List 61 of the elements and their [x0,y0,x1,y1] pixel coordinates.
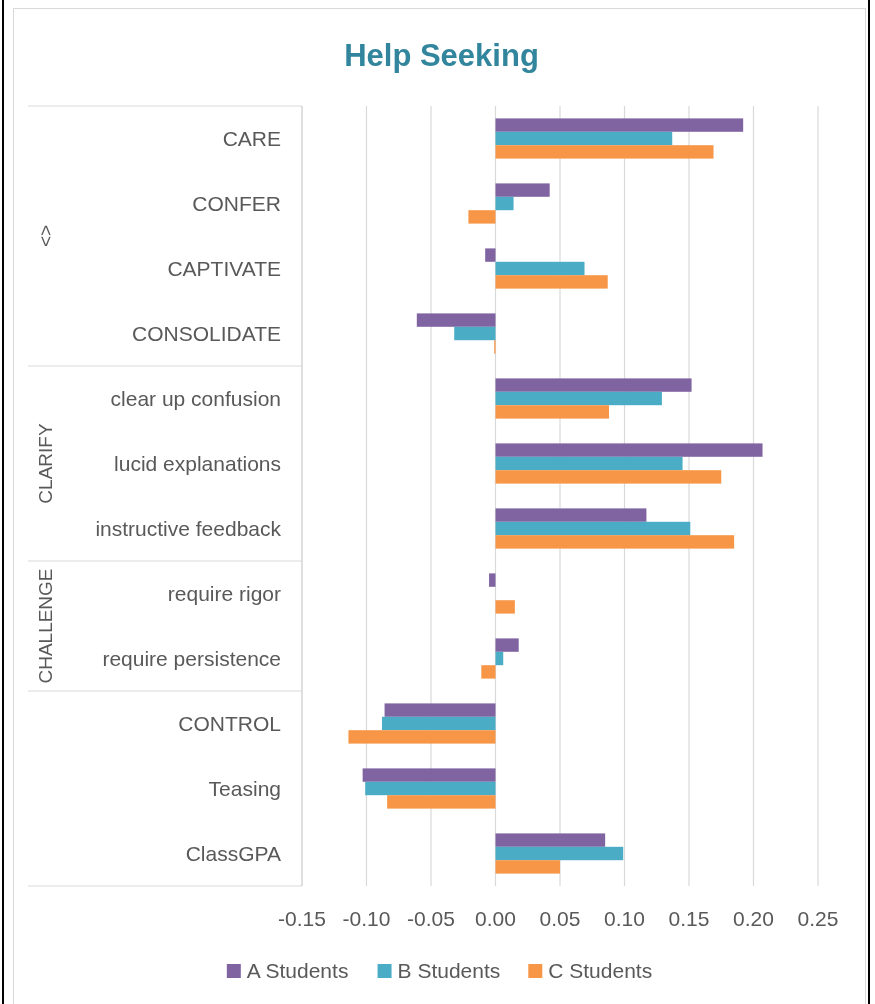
x-tick-label: 0.00 [475,907,516,930]
bar [495,508,647,522]
bar [495,183,550,197]
y-tick-label: require persistence [102,646,281,670]
bar [495,833,606,847]
text: <> [34,224,56,248]
x-tick-label: -0.15 [278,907,326,930]
bar [454,326,496,341]
bar [495,261,585,276]
x-tick-label: -0.10 [342,907,391,930]
bar [387,795,496,809]
x-tick-label: -0.05 [407,907,455,930]
bar [495,405,610,419]
bar [495,521,691,536]
y-tick-label: CAPTIVATE [167,256,281,280]
bar [384,703,496,717]
x-tick-label: 0.10 [604,907,645,930]
bar [495,860,560,874]
bar [495,378,692,392]
y-tick-label: require rigor [167,581,281,605]
bar [416,313,496,327]
legend-label: C Students [548,959,653,983]
bar [381,716,496,731]
y-tick-label: CARE [222,126,281,150]
x-tick-label: 0.15 [668,907,710,930]
bar [365,781,496,796]
y-tick-label: ClassGPA [185,841,281,865]
text: CLARIFY [34,423,56,504]
bar [495,456,683,471]
bar [495,846,624,861]
bar [495,145,714,159]
bar [481,665,496,679]
bar [495,118,744,132]
bar [495,391,662,406]
x-tick-label: 0.05 [539,907,581,930]
chart-title: Help Seeking [344,38,539,73]
text: CHALLENGE [34,568,56,684]
bar [495,535,735,549]
bar [495,131,673,146]
x-tick-label: 0.20 [733,907,774,930]
bar [495,600,515,614]
x-tick-label: 0.25 [797,907,839,930]
bar [495,638,519,652]
bar [485,248,496,262]
y-tick-label: Teasing [208,776,281,800]
y-tick-label: CONSOLIDATE [132,321,281,345]
bar [495,443,763,457]
y-tick-label: lucid explanations [114,451,281,475]
y-tick-label: CONFER [192,191,281,215]
bar [495,196,514,211]
y-tick-label: clear up confusion [110,386,281,410]
y-tick-label: CONTROL [178,711,281,735]
bar [495,470,722,484]
y-tick-label: instructive feedback [95,516,282,540]
legend-label: A Students [246,959,349,983]
bar [489,573,496,587]
bar [348,730,496,744]
legend-label: B Students [397,959,501,983]
bar [362,768,496,782]
bar [495,275,608,289]
bar [468,210,496,224]
